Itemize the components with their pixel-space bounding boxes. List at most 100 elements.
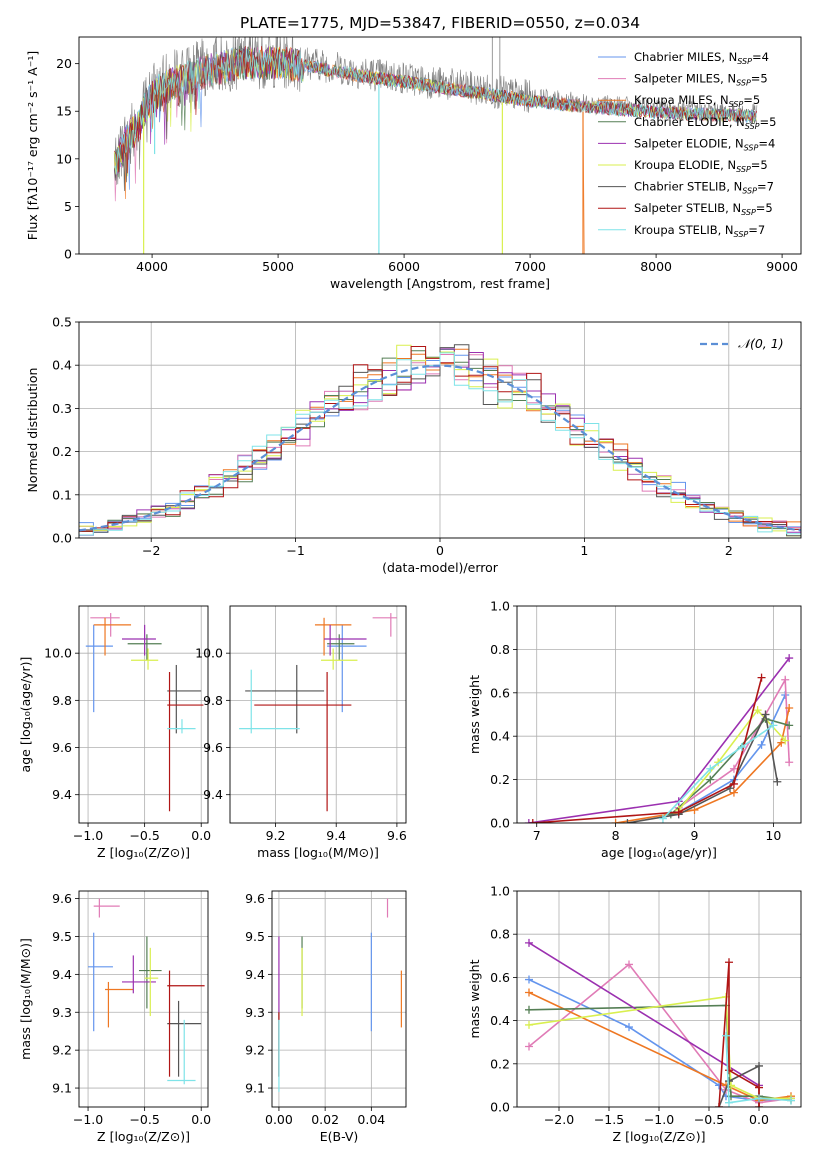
legend-label: Kroupa ELODIE, N	[634, 158, 736, 172]
plot-area	[79, 322, 801, 538]
model-spectrum-kroupa_stelib	[114, 47, 757, 175]
legend-count: =5	[756, 201, 773, 215]
y-tick-label: 0.2	[490, 772, 510, 787]
x-tick-label: −0.5	[129, 1112, 159, 1127]
series-line-salpeter_stelib	[532, 677, 763, 823]
x-tick-label: −1.5	[594, 1112, 624, 1127]
y-tick-label: 1.0	[490, 599, 510, 614]
model-spectrum-salpeter_stelib	[114, 45, 757, 174]
y-tick-label: 0.6	[490, 970, 510, 985]
legend-label: Chabrier ELODIE, N	[634, 115, 745, 129]
legend-subscript: SSP	[736, 79, 751, 88]
histogram-kroupa_stelib	[79, 352, 801, 536]
y-axis-label: age [log₁₀(age/yr)]	[18, 657, 33, 773]
y-tick-label: 0.5	[52, 315, 72, 330]
y-tick-label: 9.6	[203, 740, 223, 755]
y-tick-label: 0	[64, 247, 72, 262]
axes-frame	[78, 605, 209, 824]
data-point-chabrier_stelib	[755, 1061, 763, 1070]
legend-entry-gaussian: 𝒩(0, 1)	[738, 336, 784, 351]
data-point-chabrier_elodie	[706, 775, 715, 784]
legend-count: =4	[752, 50, 769, 64]
x-tick-label: 9.2	[266, 828, 286, 843]
x-axis-label: mass [log₁₀(M/M⊙)]	[257, 845, 379, 860]
x-axis-label: age [log₁₀(age/yr)]	[601, 845, 717, 860]
y-axis-label: mass weight	[467, 675, 482, 754]
plot-area	[79, 606, 208, 823]
legend-subscript: SSP	[729, 100, 744, 109]
data-point-salpeter_elodie	[785, 654, 794, 663]
weight-vs-metallicity-panel: −2.0 −1.5 −1.0 −0.5 0.0 0.0 0.2 0.4 0.6 0.8 1.0 Z […	[467, 884, 802, 1144]
mass-vs-metallicity-panel: −1.0 −0.5 0.0 9.1 9.2 9.3 9.4 9.5 9.6 Z [log₁₀(Z/…	[18, 890, 211, 1144]
plot-area	[517, 606, 801, 823]
data-point-salpeter_stelib	[729, 779, 738, 788]
data-point-kroupa_miles	[525, 988, 533, 997]
data-point-chabrier_elodie	[666, 810, 675, 819]
x-tick-label: 10	[765, 828, 781, 843]
x-axis-label: wavelength [Angstrom, rest frame]	[330, 276, 550, 291]
y-tick-label: 9.4	[52, 787, 72, 802]
y-tick-label: 9.1	[245, 1081, 265, 1096]
x-axis-label: Z [log₁₀(Z/Z⊙)]	[97, 1129, 190, 1144]
legend-label: Salpeter STELIB, N	[634, 201, 741, 215]
data-point-chabrier_elodie	[525, 1005, 533, 1014]
series-line-chabrier_miles	[678, 694, 786, 813]
legend-entry-salpeter_elodie: Salpeter ELODIE, NSSP=4	[634, 136, 775, 152]
x-tick-label: −2.0	[544, 1112, 574, 1127]
legend-entry-kroupa_elodie: Kroupa ELODIE, NSSP=5	[634, 158, 768, 174]
data-point-salpeter_miles	[525, 1042, 533, 1051]
legend-count: =5	[751, 158, 768, 172]
data-point-salpeter_miles	[729, 764, 738, 773]
data-point-chabrier_stelib	[773, 777, 782, 786]
data-point-chabrier_elodie	[785, 721, 794, 730]
y-tick-label: 9.4	[52, 967, 72, 982]
y-axis-label: Flux [fλ10⁻¹⁷ erg cm⁻² s⁻¹ A⁻¹]	[25, 51, 40, 240]
y-tick-label: 9.5	[52, 929, 72, 944]
data-point-salpeter_stelib	[528, 819, 537, 823]
y-tick-label: 9.3	[245, 1005, 265, 1020]
y-axis-label: mass weight	[467, 959, 482, 1038]
axes-frame	[516, 605, 802, 824]
x-tick-label: 0.0	[191, 828, 211, 843]
x-tick-label: 0.0	[749, 1112, 769, 1127]
y-tick-label: 0.0	[490, 1100, 510, 1115]
chart-title: PLATE=1775, MJD=53847, FIBERID=0550, z=0…	[240, 14, 640, 32]
data-point-salpeter_stelib	[715, 1103, 723, 1107]
data-point-chabrier_miles	[525, 975, 533, 984]
x-tick-label: 6000	[388, 259, 420, 274]
data-point-kroupa_stelib	[658, 814, 667, 823]
y-tick-label: 0.4	[52, 358, 72, 373]
data-point-kroupa_stelib	[769, 721, 778, 730]
axes-frame	[271, 890, 407, 1108]
y-tick-label: 1.0	[490, 884, 510, 899]
data-point-kroupa_miles	[785, 703, 794, 712]
x-axis-label: (data-model)/error	[382, 560, 499, 575]
x-tick-label: 0.02	[311, 1112, 339, 1127]
plot-area	[230, 606, 406, 823]
x-axis-label: Z [log₁₀(Z/Z⊙)]	[613, 1129, 706, 1144]
axes-frame	[516, 890, 802, 1108]
data-point-chabrier_stelib	[761, 710, 770, 719]
x-tick-label: −0.5	[129, 828, 159, 843]
x-tick-label: 0	[436, 543, 444, 558]
data-point-salpeter_elodie	[525, 938, 533, 947]
y-tick-label: 9.4	[203, 787, 223, 802]
axes-frame	[229, 605, 407, 824]
x-tick-label: −1.0	[644, 1112, 674, 1127]
legend-label: Chabrier STELIB, N	[634, 180, 742, 194]
data-point-kroupa_miles	[611, 819, 620, 823]
legend-entry-kroupa_miles: Kroupa MILES, NSSP=5	[634, 93, 760, 109]
data-point-kroupa_stelib	[737, 743, 746, 752]
series-line-salpeter_elodie	[528, 942, 760, 1087]
data-point-kroupa_miles	[729, 788, 738, 797]
x-tick-label: 9.4	[326, 828, 346, 843]
y-tick-label: 0.0	[490, 816, 510, 831]
data-point-chabrier_stelib	[725, 1077, 733, 1086]
gaussian-reference-curve	[79, 364, 801, 532]
x-tick-label: 4000	[136, 259, 168, 274]
y-tick-label: 9.3	[52, 1005, 72, 1020]
data-point-chabrier_miles	[757, 740, 766, 749]
data-point-kroupa_miles	[690, 805, 699, 814]
